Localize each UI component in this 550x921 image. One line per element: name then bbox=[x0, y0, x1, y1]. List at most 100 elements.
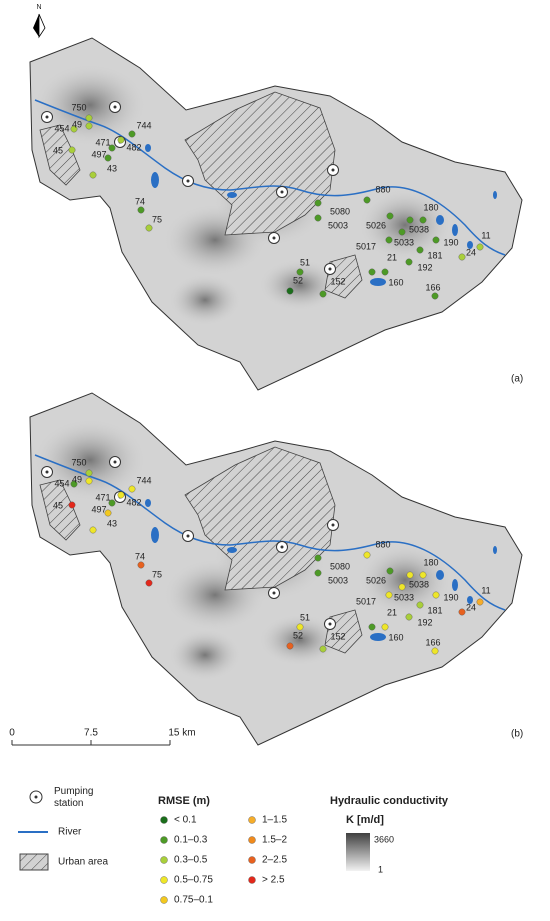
well-label: 497 bbox=[91, 149, 106, 159]
well-label: 181 bbox=[427, 605, 442, 615]
well-point bbox=[419, 571, 427, 579]
well-point bbox=[314, 554, 322, 562]
well-point bbox=[405, 613, 413, 621]
legend-label: > 2.5 bbox=[262, 875, 285, 886]
well-label: 152 bbox=[330, 276, 345, 286]
well-label: 51 bbox=[300, 612, 310, 622]
well-label: 49 bbox=[72, 119, 82, 129]
well-point bbox=[108, 144, 116, 152]
well-label: 5033 bbox=[394, 592, 414, 602]
well-label: 471 bbox=[95, 137, 110, 147]
well-point bbox=[319, 290, 327, 298]
well-label: 166 bbox=[425, 282, 440, 292]
well-label: 5026 bbox=[366, 575, 386, 585]
well-label: 180 bbox=[423, 557, 438, 567]
well-label: 482 bbox=[126, 497, 141, 507]
legend: River Urban area RMSE (m) Hydraulic cond… bbox=[18, 790, 449, 874]
well-point bbox=[104, 509, 112, 517]
map-panel-b bbox=[30, 393, 522, 745]
well-point bbox=[416, 601, 424, 609]
north-label: N bbox=[36, 4, 41, 11]
well-label: 51 bbox=[300, 257, 310, 267]
well-label: 11 bbox=[481, 230, 490, 240]
well-label: 750 bbox=[71, 102, 86, 112]
legend-label: Urban area bbox=[58, 857, 108, 868]
legend-label: Pumping station bbox=[54, 786, 94, 809]
well-point bbox=[381, 268, 389, 276]
well-point bbox=[476, 598, 484, 606]
well-label: 5080 bbox=[330, 561, 350, 571]
well-label: 482 bbox=[126, 142, 141, 152]
well-point bbox=[286, 287, 294, 295]
panel-label: (a) bbox=[511, 374, 523, 385]
well-point bbox=[419, 216, 427, 224]
well-label: 166 bbox=[425, 637, 440, 647]
well-label: 5026 bbox=[366, 220, 386, 230]
well-label: 497 bbox=[91, 504, 106, 514]
well-label: 160 bbox=[388, 632, 403, 642]
legend-title: Hydraulic conductivity bbox=[330, 795, 449, 807]
legend-swatch bbox=[160, 816, 168, 824]
legend-label: 0.1–0.3 bbox=[174, 835, 208, 846]
well-label: 454 bbox=[54, 123, 69, 133]
legend-swatch bbox=[248, 856, 256, 864]
legend-label: River bbox=[58, 827, 82, 838]
well-label: 5017 bbox=[356, 241, 376, 251]
well-point bbox=[286, 642, 294, 650]
well-point bbox=[385, 236, 393, 244]
scale-bar: 0 7.5 15 km bbox=[9, 728, 196, 746]
well-point bbox=[85, 114, 93, 122]
well-label: 5080 bbox=[330, 206, 350, 216]
well-point bbox=[314, 214, 322, 222]
well-point bbox=[85, 469, 93, 477]
well-point bbox=[68, 501, 76, 509]
map-panel-a bbox=[30, 38, 522, 390]
well-label: 49 bbox=[72, 474, 82, 484]
well-label: 5003 bbox=[328, 575, 348, 585]
well-point bbox=[89, 526, 97, 534]
well-point bbox=[398, 583, 406, 591]
legend-swatch bbox=[160, 896, 168, 904]
legend-swatch bbox=[160, 856, 168, 864]
well-label: 750 bbox=[71, 457, 86, 467]
well-point bbox=[104, 154, 112, 162]
well-label: 181 bbox=[427, 250, 442, 260]
well-label: 75 bbox=[152, 569, 162, 579]
scale-label: 15 km bbox=[168, 728, 195, 739]
well-label: 52 bbox=[293, 630, 303, 640]
well-point bbox=[386, 212, 394, 220]
well-label: 5038 bbox=[409, 579, 429, 589]
well-point bbox=[406, 216, 414, 224]
well-label: 744 bbox=[136, 475, 151, 485]
legend-label: 2–2.5 bbox=[262, 855, 287, 866]
well-label: 152 bbox=[330, 631, 345, 641]
well-point bbox=[314, 569, 322, 577]
well-label: 180 bbox=[423, 202, 438, 212]
well-point bbox=[386, 567, 394, 575]
well-label: 24 bbox=[466, 247, 476, 257]
legend-max: 3660 bbox=[374, 834, 394, 844]
well-label: 21 bbox=[387, 607, 397, 617]
well-label: 75 bbox=[152, 214, 162, 224]
legend-title: RMSE (m) bbox=[158, 795, 210, 807]
well-point bbox=[363, 196, 371, 204]
well-label: 45 bbox=[53, 500, 63, 510]
well-label: 43 bbox=[107, 163, 117, 173]
well-label: 880 bbox=[375, 184, 390, 194]
well-point bbox=[70, 480, 78, 488]
well-point bbox=[368, 268, 376, 276]
well-label: 11 bbox=[481, 585, 490, 595]
well-label: 74 bbox=[135, 196, 145, 206]
legend-label: 1–1.5 bbox=[262, 815, 287, 826]
legend-label: 1.5–2 bbox=[262, 835, 287, 846]
legend-swatch bbox=[160, 876, 168, 884]
well-label: 5038 bbox=[409, 224, 429, 234]
legend-label: 0.3–0.5 bbox=[174, 855, 208, 866]
legend-min: 1 bbox=[378, 864, 383, 874]
well-point bbox=[85, 122, 93, 130]
well-label: 5033 bbox=[394, 237, 414, 247]
well-label: 190 bbox=[443, 592, 458, 602]
well-point bbox=[431, 292, 439, 300]
